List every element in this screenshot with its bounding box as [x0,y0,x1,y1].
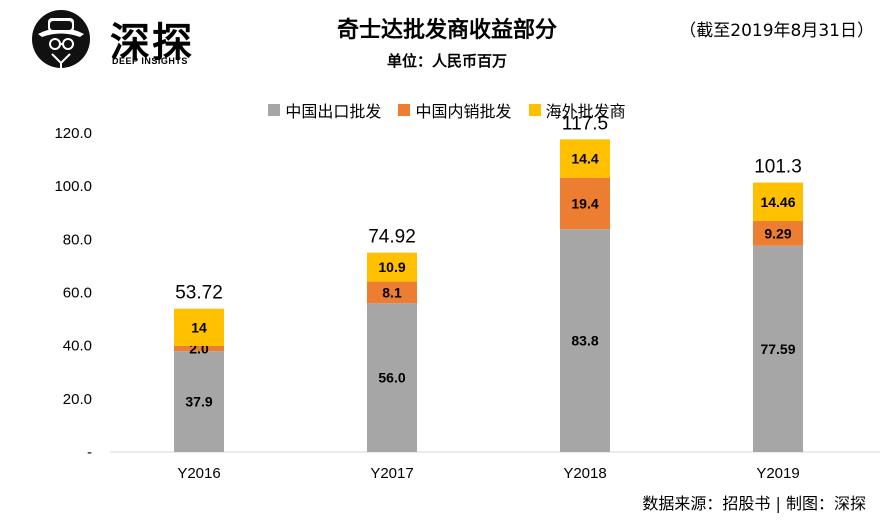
data-label: 83.8 [571,333,598,349]
bar-segment [174,308,224,346]
data-label: 14.4 [571,151,598,167]
data-label: 14 [191,319,207,335]
bar-segment [560,177,610,230]
bar-segment [753,182,803,222]
x-tick-label: Y2016 [177,465,220,482]
x-tick-label: Y2019 [756,465,799,482]
bar-segment [367,252,417,282]
y-tick-label: 80.0 [63,231,92,248]
logo-subtitle: DEEP INSIGHTS [112,56,188,66]
legend: 中国出口批发 中国内销批发 海外批发商 [0,98,894,122]
bar-segment [174,351,224,452]
bar-segment [560,229,610,452]
source-note: 数据来源：招股书 | 制图：深探 [642,494,866,513]
total-label: 74.92 [368,227,416,248]
logo-name: 深探 [110,20,194,66]
detective-logo-icon [32,10,90,68]
bar-segment [753,221,803,246]
data-label: 8.1 [382,284,402,300]
bar-segment [753,245,803,452]
bar-segment [367,281,417,304]
data-label: 56.0 [378,370,405,386]
data-label: 10.9 [378,259,405,275]
legend-item-overseas: 海外批发商 [528,98,626,122]
x-tick-label: Y2017 [370,465,413,482]
legend-label-overseas: 海外批发商 [545,102,626,121]
legend-swatch-export [268,104,281,116]
y-tick-label: 100.0 [54,178,92,195]
y-tick-label: - [87,444,92,461]
legend-label-domestic: 中国内销批发 [415,102,512,121]
legend-swatch-overseas [528,104,541,116]
legend-item-domestic: 中国内销批发 [398,98,512,122]
x-tick-label: Y2018 [563,465,606,482]
legend-item-export: 中国出口批发 [268,98,381,122]
y-tick-label: 20.0 [63,391,92,408]
date-note: （截至2019年8月31日） [679,21,874,41]
unit-label: 单位：人民币百万 [386,52,507,70]
logo: 深探 DEEP INSIGHTS [30,8,200,70]
data-label: 14.46 [760,194,795,210]
total-label: 101.3 [754,157,802,178]
total-label: 53.72 [175,283,223,304]
data-label: 37.9 [185,394,212,410]
bar-segment [367,303,417,452]
bar-segment [174,345,224,352]
legend-label-export: 中国出口批发 [285,102,382,121]
data-label: 9.29 [764,225,791,241]
total-label: 117.5 [562,113,608,134]
chart-title: 奇士达批发商收益部分 [336,17,557,43]
y-tick-label: 120.0 [54,125,92,142]
bar-segment [560,139,610,178]
y-tick-label: 60.0 [63,285,92,302]
legend-swatch-domestic [398,104,411,116]
data-label: 77.59 [760,341,795,357]
y-tick-label: 40.0 [63,338,92,355]
data-label: 19.4 [571,195,598,211]
